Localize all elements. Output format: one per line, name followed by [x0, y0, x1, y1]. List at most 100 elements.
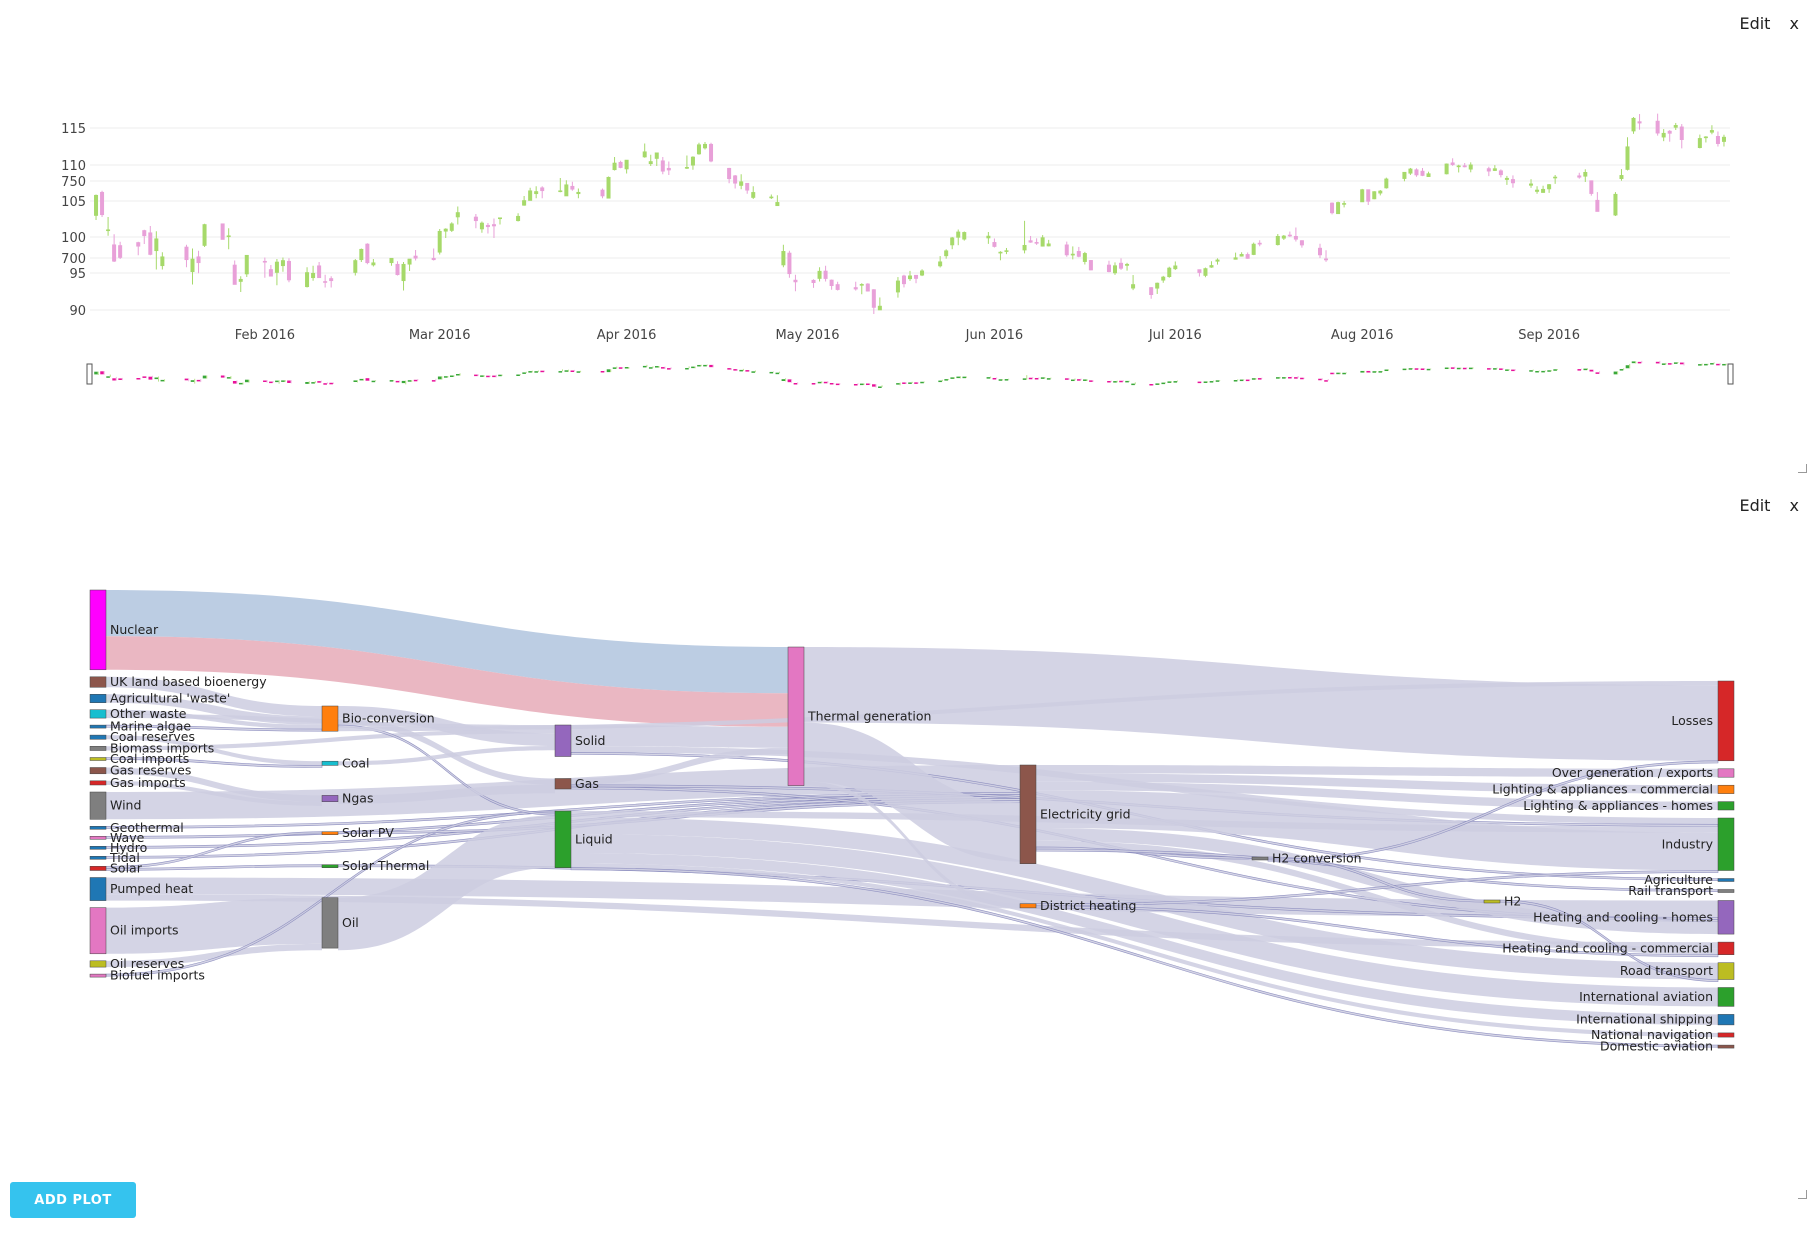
candle-body[interactable]: [1656, 121, 1659, 133]
candle-body[interactable]: [1529, 184, 1532, 186]
candle-body[interactable]: [1403, 172, 1406, 178]
candle-body[interactable]: [619, 162, 622, 167]
sankey-node[interactable]: [1252, 857, 1268, 860]
panel-1-resize-handle[interactable]: [1798, 464, 1807, 473]
candle-body[interactable]: [227, 236, 230, 237]
candle-body[interactable]: [402, 264, 405, 281]
candle-body[interactable]: [866, 284, 869, 291]
candle-body[interactable]: [1252, 244, 1255, 255]
candle-body[interactable]: [655, 153, 658, 159]
sankey-node[interactable]: [90, 590, 106, 670]
candle-body[interactable]: [239, 279, 242, 281]
candle-body[interactable]: [1023, 245, 1026, 250]
sankey-node[interactable]: [322, 898, 338, 948]
candle-body[interactable]: [709, 144, 712, 161]
candle-body[interactable]: [896, 281, 899, 292]
candle-body[interactable]: [541, 188, 544, 191]
candle-body[interactable]: [118, 246, 121, 258]
panel-2-edit-button[interactable]: Edit: [1739, 496, 1770, 515]
candle-body[interactable]: [1330, 203, 1333, 213]
add-plot-button[interactable]: ADD PLOT: [10, 1182, 136, 1218]
sankey-node[interactable]: [90, 866, 106, 870]
sankey-node[interactable]: [90, 677, 106, 688]
candle-body[interactable]: [281, 261, 284, 266]
candle-body[interactable]: [185, 247, 188, 260]
candle-body[interactable]: [1535, 190, 1538, 192]
candle-body[interactable]: [1149, 288, 1152, 295]
candle-body[interactable]: [408, 259, 411, 264]
candle-body[interactable]: [486, 225, 489, 227]
candle-body[interactable]: [1463, 166, 1466, 167]
candle-body[interactable]: [836, 285, 839, 290]
candle-body[interactable]: [830, 280, 833, 286]
candle-body[interactable]: [143, 231, 146, 236]
candle-body[interactable]: [993, 242, 996, 246]
candle-body[interactable]: [1385, 179, 1388, 188]
candle-body[interactable]: [697, 145, 700, 154]
candle-body[interactable]: [999, 252, 1002, 253]
candle-body[interactable]: [1113, 266, 1116, 273]
candle-body[interactable]: [601, 190, 604, 196]
range-slider-left-handle[interactable]: [87, 364, 92, 384]
candle-body[interactable]: [305, 273, 308, 287]
candle-body[interactable]: [649, 162, 652, 164]
sankey-node[interactable]: [90, 826, 106, 829]
candle-body[interactable]: [1553, 177, 1556, 178]
candle-body[interactable]: [137, 243, 140, 247]
candle-body[interactable]: [155, 239, 158, 251]
candle-body[interactable]: [450, 224, 453, 231]
sankey-node[interactable]: [1020, 904, 1036, 908]
sankey-node[interactable]: [555, 779, 571, 790]
candle-body[interactable]: [311, 273, 314, 278]
sankey-node[interactable]: [788, 647, 804, 786]
candle-body[interactable]: [1379, 191, 1382, 193]
candle-body[interactable]: [354, 261, 357, 273]
candle-body[interactable]: [390, 258, 393, 263]
candle-body[interactable]: [661, 161, 664, 172]
candle-body[interactable]: [685, 167, 688, 168]
candle-body[interactable]: [474, 217, 477, 221]
candle-body[interactable]: [571, 186, 574, 189]
candle-body[interactable]: [1596, 200, 1599, 211]
candle-body[interactable]: [1590, 181, 1593, 194]
sankey-node[interactable]: [1718, 1014, 1734, 1025]
candle-body[interactable]: [1674, 125, 1677, 127]
sankey-node[interactable]: [555, 811, 571, 868]
candle-body[interactable]: [951, 238, 954, 245]
candle-body[interactable]: [317, 266, 320, 278]
sankey-node[interactable]: [90, 768, 106, 774]
candle-body[interactable]: [1662, 133, 1665, 137]
candle-body[interactable]: [1584, 172, 1587, 176]
candle-body[interactable]: [1620, 175, 1623, 178]
candle-body[interactable]: [534, 192, 537, 194]
candle-body[interactable]: [366, 244, 369, 263]
candle-body[interactable]: [987, 236, 990, 238]
candle-body[interactable]: [1294, 236, 1297, 239]
candle-body[interactable]: [1107, 265, 1110, 272]
candle-body[interactable]: [1451, 163, 1454, 165]
candle-body[interactable]: [1409, 169, 1412, 173]
sankey-node[interactable]: [90, 856, 106, 859]
candle-body[interactable]: [902, 276, 905, 284]
sankey-node[interactable]: [555, 725, 571, 757]
sankey-node[interactable]: [1718, 681, 1734, 761]
candle-body[interactable]: [1578, 176, 1581, 178]
candle-body[interactable]: [1469, 165, 1472, 169]
candle-body[interactable]: [770, 197, 773, 198]
candle-body[interactable]: [1680, 127, 1683, 140]
candle-body[interactable]: [372, 263, 375, 265]
candle-body[interactable]: [818, 271, 821, 278]
candle-body[interactable]: [1065, 245, 1068, 255]
candle-body[interactable]: [438, 231, 441, 252]
sankey-node[interactable]: [322, 761, 338, 765]
candle-body[interactable]: [492, 225, 495, 227]
candle-body[interactable]: [1210, 265, 1213, 267]
candle-body[interactable]: [1668, 131, 1671, 133]
candle-body[interactable]: [1457, 166, 1460, 167]
candle-body[interactable]: [1722, 137, 1725, 141]
candle-body[interactable]: [878, 306, 881, 310]
candle-body[interactable]: [1342, 203, 1345, 204]
candle-body[interactable]: [1324, 259, 1327, 260]
sankey-node[interactable]: [90, 710, 106, 718]
sankey-node[interactable]: [1020, 765, 1036, 864]
